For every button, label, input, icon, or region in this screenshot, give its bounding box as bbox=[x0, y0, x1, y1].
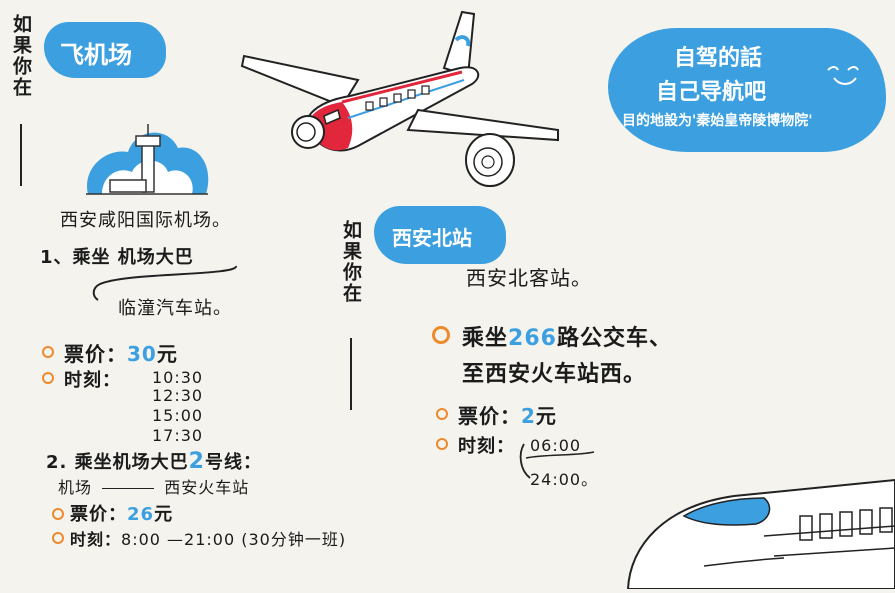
route2-schedule-value: 8:00 —21:00 (30分钟一班) bbox=[121, 530, 347, 549]
station-fare-value: 2 bbox=[521, 404, 536, 428]
station-fare-bullet bbox=[436, 408, 448, 420]
station-bus-suffix: 路公交车、 bbox=[556, 326, 672, 351]
route2-title: 2. 乘坐机场大巴2号线： bbox=[46, 448, 262, 474]
route1-fare: 票价：30元 bbox=[64, 338, 178, 367]
airport-name: 西安咸阳国际机场。 bbox=[60, 210, 231, 231]
route2-fare-value: 26 bbox=[127, 504, 155, 525]
smile-icon bbox=[824, 62, 864, 88]
station-name: 西安北客站。 bbox=[466, 266, 592, 290]
station-fare: 票价：2元 bbox=[458, 400, 557, 429]
route2-fare-label: 票价： bbox=[70, 504, 127, 525]
route2-schedule: 时刻：8:00 —21:00 (30分钟一班) bbox=[70, 526, 346, 550]
left-vertical-rule bbox=[20, 124, 22, 186]
station-schedule-bullet bbox=[436, 438, 448, 450]
middle-vertical-heading: 如果你在 bbox=[340, 220, 362, 304]
station-schedule-bracket bbox=[516, 440, 596, 484]
route1-destination: 临潼汽车站。 bbox=[118, 298, 232, 319]
station-badge-label: 西安北站 bbox=[392, 226, 472, 250]
drive-line1: 自驾的話 bbox=[674, 46, 763, 71]
route2-route: 机场 西安火车站 bbox=[58, 474, 249, 498]
route1-time-1: 10:30 bbox=[152, 368, 204, 387]
route1-connector bbox=[88, 262, 248, 302]
route2-fare-bullet bbox=[52, 508, 64, 520]
station-schedule-end: 24:00。 bbox=[530, 470, 599, 489]
station-fare-label: 票价： bbox=[458, 404, 521, 428]
route2-schedule-bullet bbox=[52, 532, 64, 544]
route1-fare-unit: 元 bbox=[156, 342, 178, 366]
station-fare-unit: 元 bbox=[535, 404, 557, 428]
station-bus-number: 266 bbox=[508, 326, 557, 351]
route2-route-dash bbox=[102, 488, 155, 489]
route2-fare: 票价：26元 bbox=[70, 500, 173, 526]
airport-badge-label: 飞机场 bbox=[60, 41, 132, 69]
route2-title-prefix: 2. 乘坐机场大巴 bbox=[46, 452, 189, 473]
drive-line3: 目的地設为'秦始皇帝陵博物院' bbox=[622, 113, 813, 129]
route1-time-3: 15:00 bbox=[152, 406, 204, 425]
station-bus-bullet bbox=[432, 326, 450, 344]
route1-fare-value: 30 bbox=[127, 342, 157, 366]
station-bus-prefix: 乘坐 bbox=[462, 326, 509, 351]
route2-fare-unit: 元 bbox=[154, 504, 174, 525]
route2-from: 机场 bbox=[58, 478, 93, 497]
middle-vertical-rule bbox=[350, 338, 352, 410]
route1-schedule-bullet bbox=[42, 372, 54, 384]
left-vertical-heading: 如果你在 bbox=[10, 14, 32, 98]
airport-badge: 飞机场 bbox=[44, 22, 166, 78]
station-schedule-start: 06:00 bbox=[530, 436, 582, 455]
drive-line2: 自己导航吧 bbox=[656, 80, 767, 105]
control-tower-icon bbox=[82, 118, 212, 200]
station-bus-dest: 至西安火车站西。 bbox=[462, 362, 647, 387]
route1-time-4: 17:30 bbox=[152, 426, 204, 445]
route1-schedule-label: 时刻： bbox=[64, 370, 121, 391]
route2-line-number: 2 bbox=[188, 449, 205, 474]
route2-title-suffix: 号线： bbox=[204, 452, 262, 473]
station-schedule-label: 时刻： bbox=[458, 436, 515, 457]
station-badge: 西安北站 bbox=[374, 206, 506, 264]
station-bus-line: 乘坐266路公交车、 bbox=[462, 320, 672, 352]
route1-time-2: 12:30 bbox=[152, 386, 204, 405]
route2-to: 西安火车站 bbox=[164, 478, 250, 497]
airplane-icon bbox=[238, 6, 570, 196]
route2-schedule-label: 时刻： bbox=[70, 530, 122, 549]
drive-badge: 自驾的話 自己导航吧 目的地設为'秦始皇帝陵博物院' bbox=[608, 28, 886, 152]
route1-fare-label: 票价： bbox=[64, 342, 127, 366]
bullet-train-icon bbox=[624, 476, 895, 590]
route1-title: 1、乘坐 机场大巴 bbox=[40, 247, 194, 268]
route1-fare-bullet bbox=[42, 346, 54, 358]
